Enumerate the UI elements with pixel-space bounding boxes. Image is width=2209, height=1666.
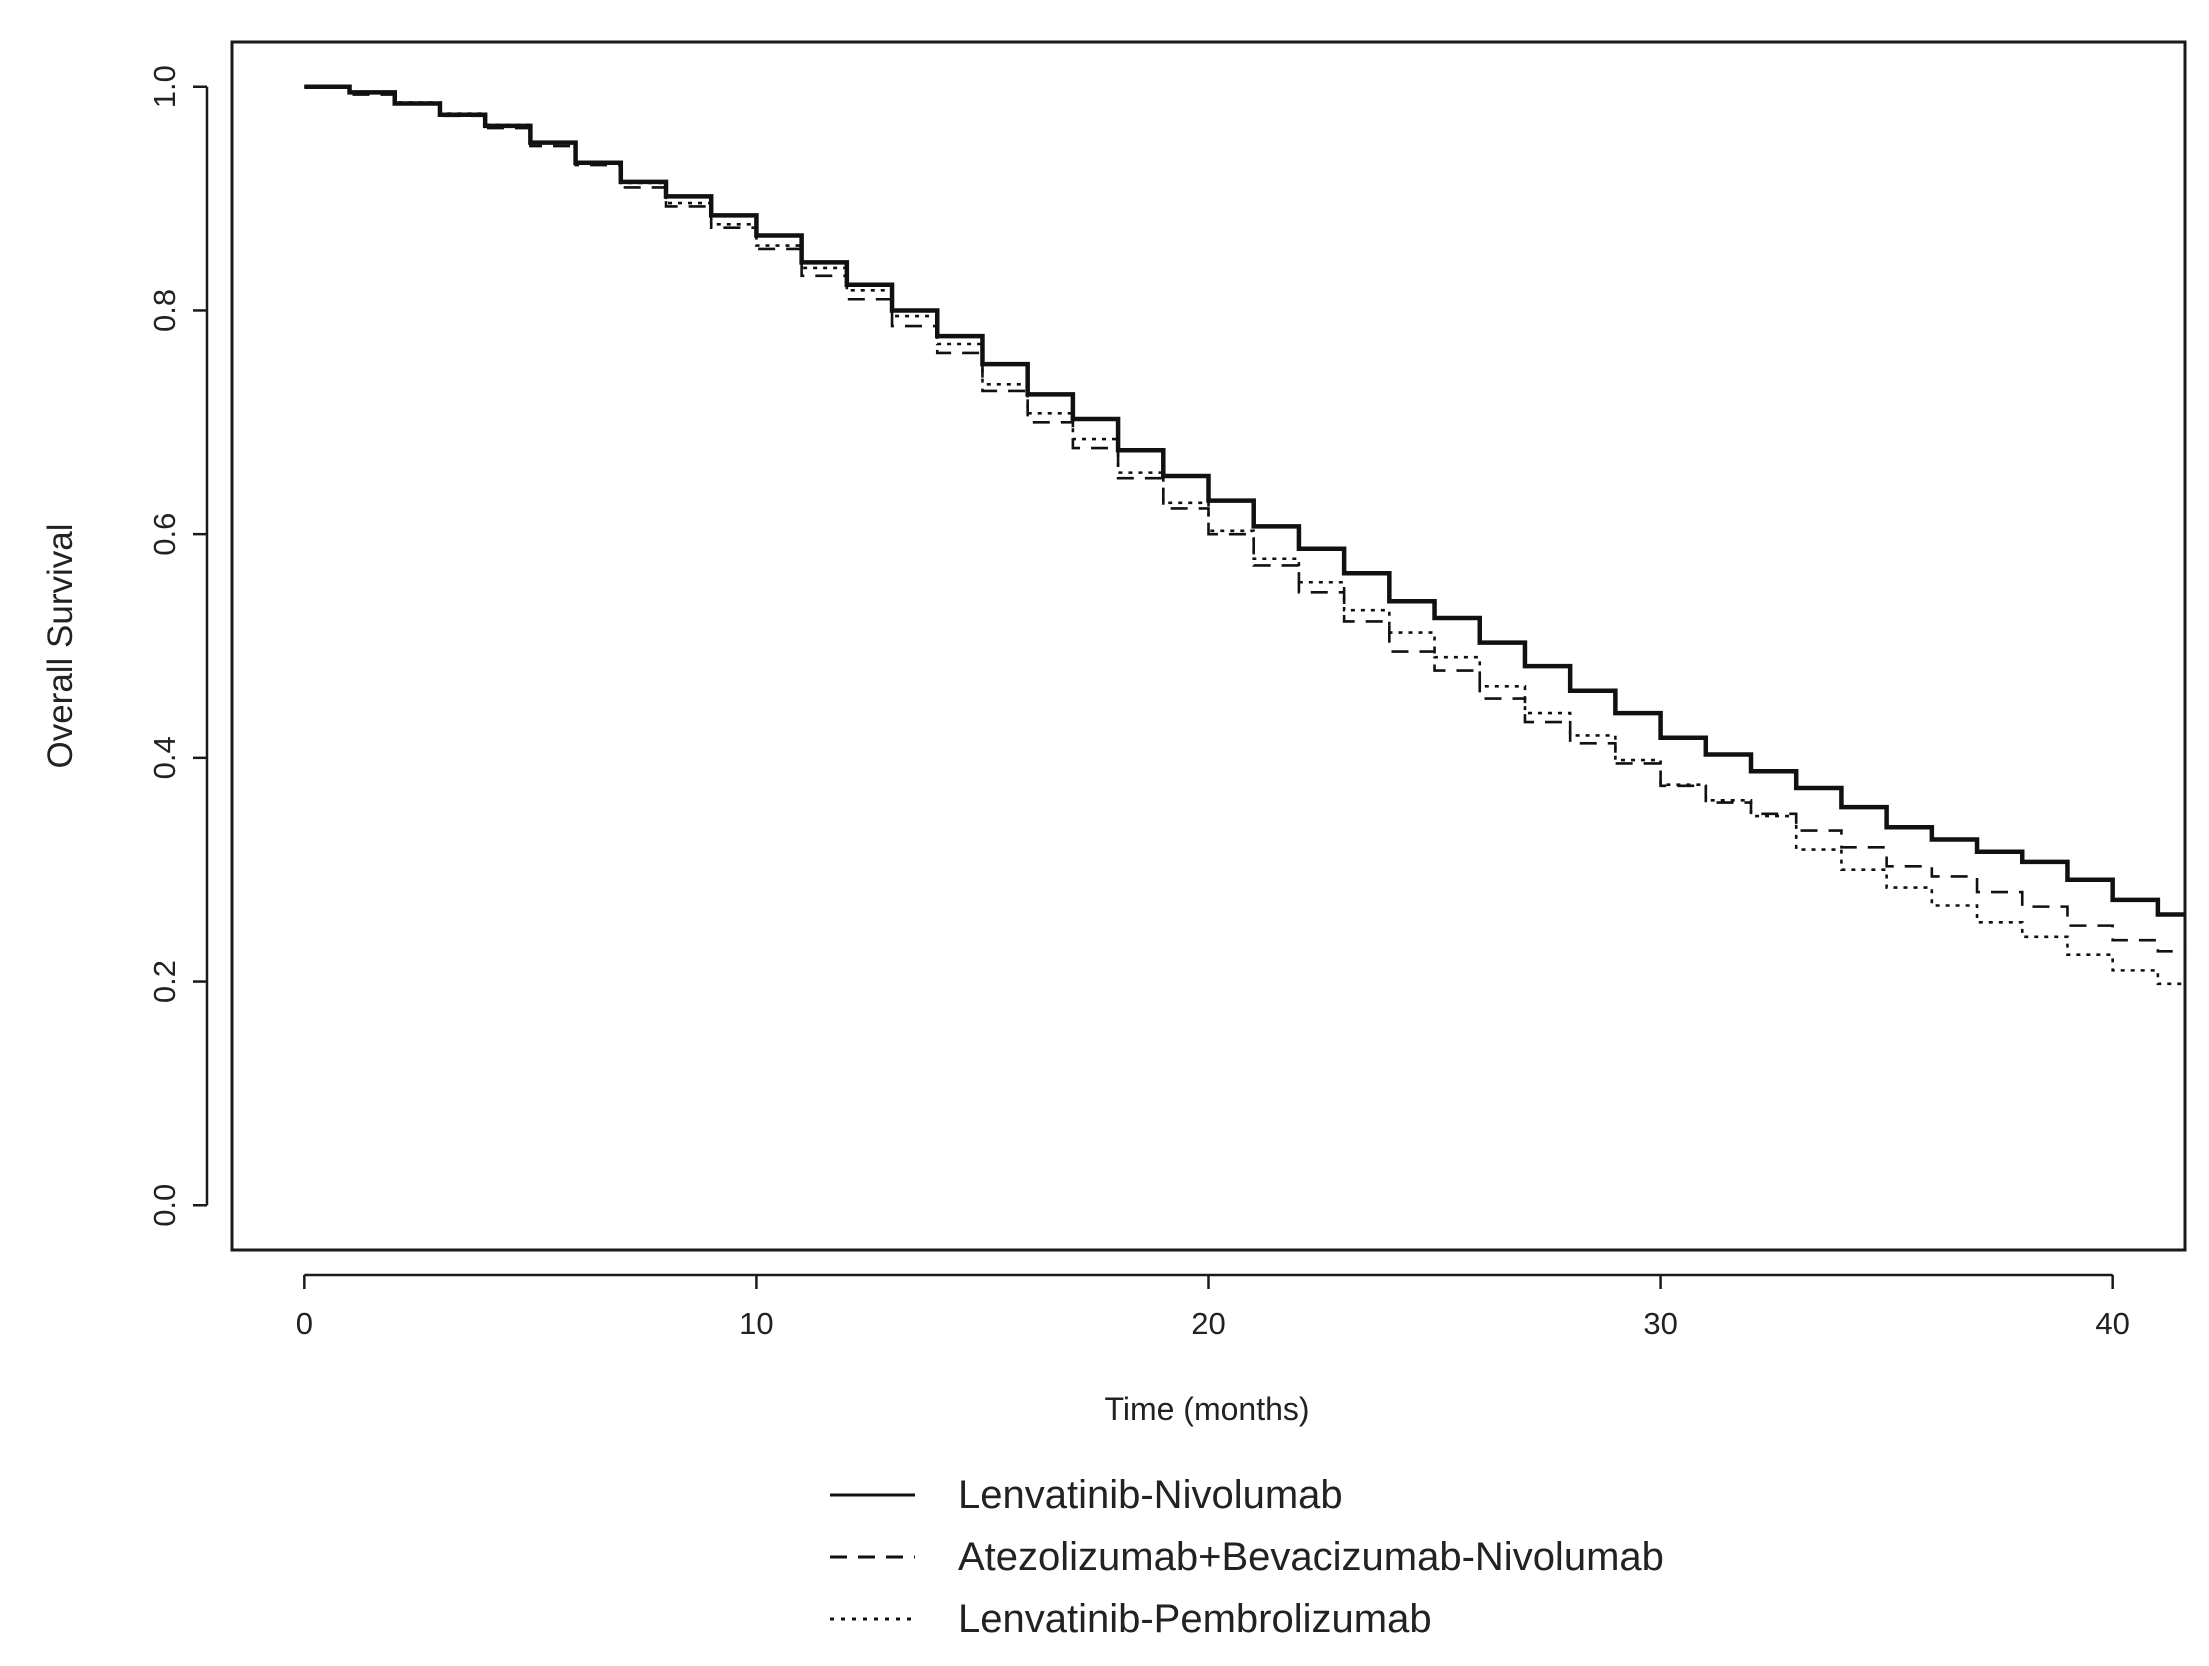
x-tick-label: 40: [2095, 1306, 2129, 1341]
y-tick-label: 1.0: [147, 65, 182, 108]
x-axis: 0 10 20 30 40: [296, 1273, 2130, 1341]
y-axis: 0.0 0.2 0.4 0.6 0.8 1.0: [147, 65, 209, 1227]
series-line-0: [304, 84, 2185, 917]
y-tick-label: 0.8: [147, 289, 182, 332]
legend-label-1: Atezolizumab+Bevacizumab-Nivolumab: [958, 1535, 1664, 1579]
x-tick-label: 30: [1643, 1306, 1677, 1341]
legend-label-2: Lenvatinib-Pembrolizumab: [958, 1597, 1432, 1641]
y-tick-label: 0.0: [147, 1184, 182, 1227]
x-axis-title: Time (months): [1104, 1391, 1309, 1427]
y-tick-label: 0.6: [147, 513, 182, 556]
y-tick-label: 0.2: [147, 960, 182, 1003]
y-axis-title: Overall Survival: [41, 523, 80, 768]
series-layer: [304, 84, 2185, 986]
legend: Lenvatinib-Nivolumab Atezolizumab+Bevaci…: [830, 1473, 1664, 1641]
plot-frame: [230, 40, 2187, 1252]
legend-label-0: Lenvatinib-Nivolumab: [958, 1473, 1343, 1517]
x-tick-label: 0: [296, 1306, 313, 1341]
series-line-1: [304, 85, 2185, 953]
x-tick-label: 20: [1191, 1306, 1225, 1341]
x-tick-label: 10: [739, 1306, 773, 1341]
y-tick-label: 0.4: [147, 736, 182, 779]
